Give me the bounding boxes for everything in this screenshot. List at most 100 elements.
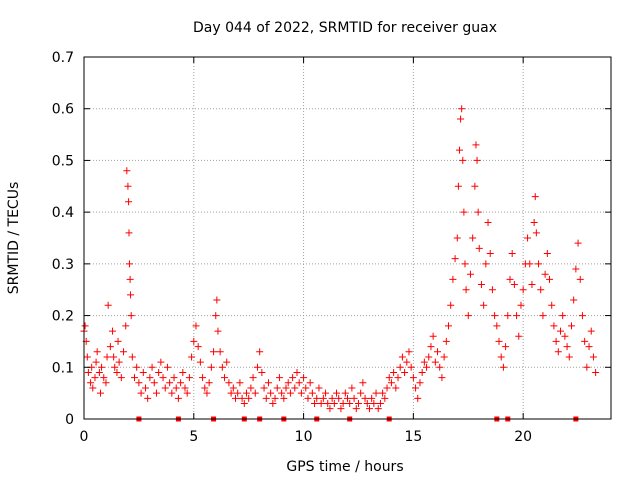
data-point	[396, 363, 404, 371]
data-point	[412, 384, 420, 392]
data-point	[84, 368, 92, 376]
data-point	[324, 399, 332, 407]
data-point	[275, 374, 283, 382]
data-point	[123, 167, 131, 175]
data-point	[192, 322, 200, 330]
data-point	[341, 389, 349, 397]
data-point	[114, 337, 122, 345]
data-point	[159, 374, 167, 382]
data-point	[499, 363, 507, 371]
data-point	[168, 389, 176, 397]
data-point	[370, 399, 378, 407]
data-point	[365, 405, 373, 413]
data-point	[442, 337, 450, 345]
data-point	[81, 322, 89, 330]
x-tick-label: 10	[295, 429, 313, 445]
data-point	[174, 394, 182, 402]
data-point	[163, 363, 171, 371]
data-point	[583, 363, 591, 371]
data-point	[454, 182, 462, 190]
data-point	[102, 379, 110, 387]
data-point	[144, 394, 152, 402]
data-point	[205, 379, 213, 387]
y-tick-label: 0.6	[52, 102, 74, 118]
data-point	[418, 368, 426, 376]
data-point	[100, 374, 108, 382]
data-point	[234, 389, 242, 397]
data-point	[177, 379, 185, 387]
data-point	[385, 374, 393, 382]
data-point	[374, 405, 382, 413]
data-point	[128, 353, 136, 361]
data-point	[515, 332, 523, 340]
data-point	[554, 348, 562, 356]
data-point	[394, 374, 402, 382]
data-point	[133, 363, 141, 371]
data-point	[350, 394, 358, 402]
data-point	[269, 399, 277, 407]
data-point	[295, 379, 303, 387]
data-point	[453, 234, 461, 242]
data-point	[328, 394, 336, 402]
data-point	[508, 250, 516, 258]
data-point	[543, 250, 551, 258]
data-point	[125, 198, 133, 206]
data-point	[339, 399, 347, 407]
data-point	[213, 296, 221, 304]
data-point	[260, 384, 268, 392]
data-point	[330, 399, 338, 407]
data-point	[83, 353, 91, 361]
data-point	[322, 389, 330, 397]
data-point	[495, 337, 503, 345]
data-point	[504, 312, 512, 320]
data-point	[120, 348, 128, 356]
y-tick-label: 0.4	[52, 205, 74, 221]
data-point	[570, 296, 578, 304]
data-point	[203, 389, 211, 397]
data-point	[548, 301, 556, 309]
data-point	[552, 337, 560, 345]
data-point	[455, 146, 463, 154]
data-point	[326, 405, 334, 413]
data-point	[381, 394, 389, 402]
data-point	[436, 363, 444, 371]
data-point	[313, 394, 321, 402]
data-point	[221, 374, 229, 382]
data-point	[146, 374, 154, 382]
data-point	[297, 389, 305, 397]
data-point	[574, 239, 582, 247]
data-point	[109, 327, 117, 335]
data-point	[423, 363, 431, 371]
data-point	[379, 389, 387, 397]
data-point	[315, 384, 323, 392]
data-point	[96, 389, 104, 397]
data-point	[585, 343, 593, 351]
data-point	[166, 379, 174, 387]
data-point	[117, 374, 125, 382]
data-point	[98, 363, 106, 371]
data-point	[125, 260, 133, 268]
data-point	[291, 384, 299, 392]
data-point	[363, 399, 371, 407]
data-point	[581, 337, 589, 345]
data-point	[565, 353, 573, 361]
data-point	[530, 218, 538, 226]
y-axis-label: SRMTID / TECUs	[6, 182, 22, 295]
data-point	[348, 384, 356, 392]
data-point	[93, 348, 101, 356]
data-point	[104, 301, 112, 309]
data-point	[559, 312, 567, 320]
data-point	[429, 332, 437, 340]
data-point	[89, 384, 97, 392]
data-point	[589, 353, 597, 361]
data-point	[139, 368, 147, 376]
data-point	[210, 348, 218, 356]
data-point	[152, 389, 160, 397]
points-layer	[80, 105, 600, 413]
data-point	[458, 105, 466, 113]
data-point	[578, 312, 586, 320]
data-point	[216, 348, 224, 356]
data-point	[278, 389, 286, 397]
data-point	[517, 301, 525, 309]
data-point	[157, 358, 165, 366]
